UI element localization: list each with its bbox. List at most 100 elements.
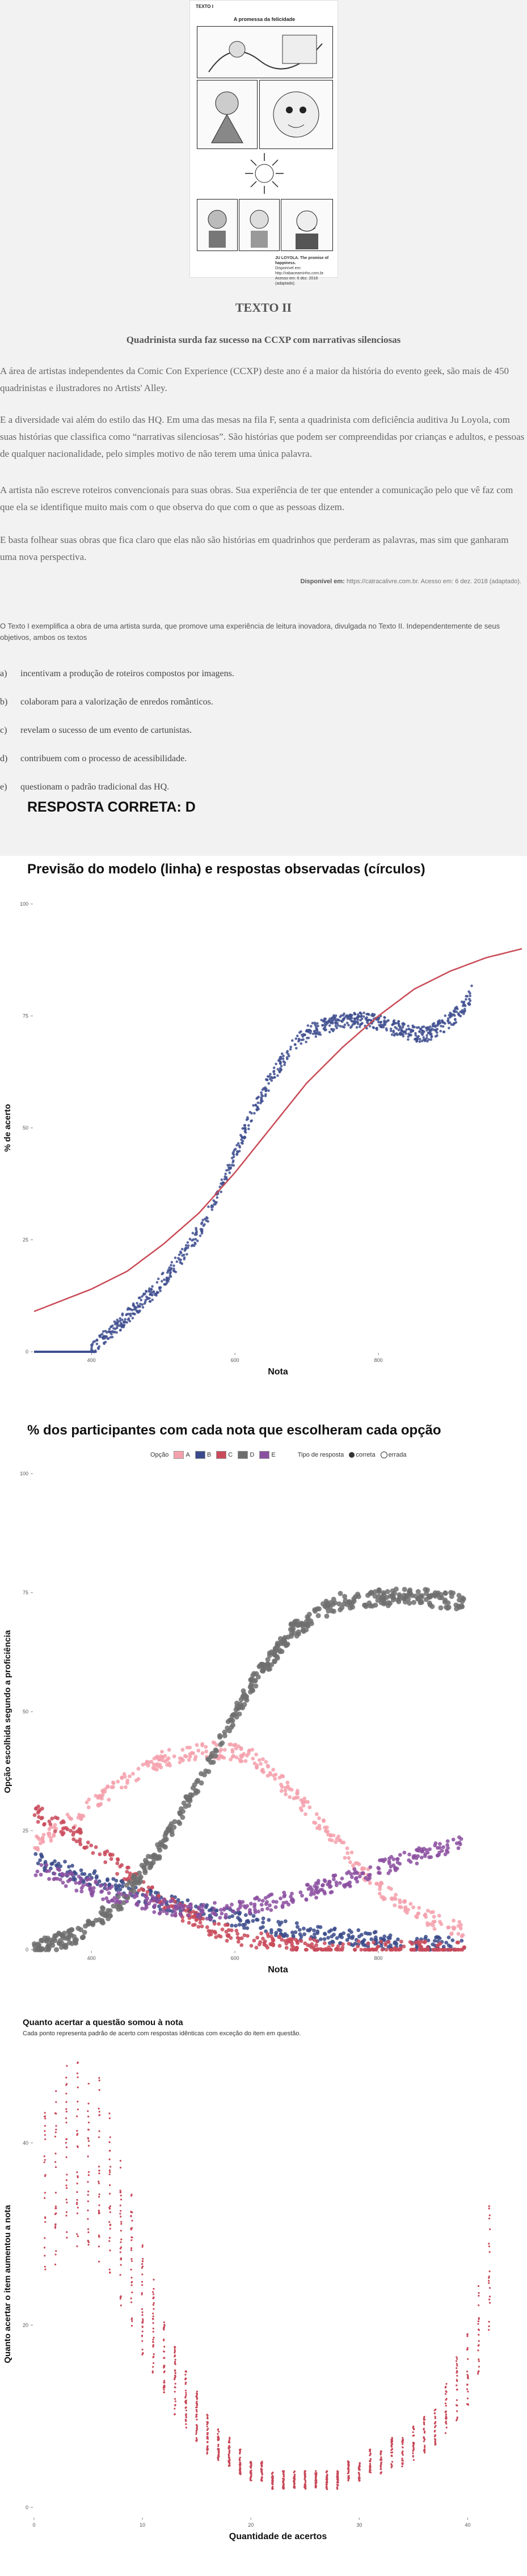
score-gain-point [466, 2384, 469, 2386]
observed-point [232, 1164, 235, 1167]
score-gain-point [412, 2459, 415, 2461]
option-a-point [398, 1898, 402, 1903]
option-e-point [347, 1870, 351, 1874]
option-e-point [281, 1900, 286, 1905]
comic-credit-source: Disponível em: http://rabaceaminho.com.b… [275, 266, 324, 286]
option-c-point [212, 1921, 217, 1926]
option-c-point [443, 1947, 448, 1952]
option-b-point [261, 1916, 265, 1921]
score-gain-point [433, 2409, 436, 2412]
observed-point [99, 1335, 102, 1339]
score-gain-point [77, 2176, 79, 2179]
observed-point [328, 1030, 331, 1034]
score-gain-point [380, 2472, 382, 2474]
option-e-point [423, 1854, 427, 1858]
option-c-point [398, 1946, 403, 1950]
chart-2-title: % dos participantes com cada nota que es… [27, 1423, 441, 1438]
option-e-point [195, 1913, 200, 1917]
score-gain-point [206, 2429, 208, 2431]
option-e[interactable]: e) questionam o padrão tradicional das HQ… [0, 782, 169, 792]
score-gain-point [488, 2320, 490, 2323]
option-d-point [222, 1729, 227, 1735]
option-b-point [363, 1943, 368, 1947]
option-e-point [264, 1902, 268, 1906]
legend-option-label: Opção [150, 1452, 169, 1458]
option-d-point [350, 1605, 355, 1610]
option-d-point [324, 1613, 330, 1619]
observed-point [405, 1028, 408, 1031]
option-a-point [426, 1908, 430, 1913]
option-c-point [201, 1916, 205, 1921]
option-b-point [293, 1930, 298, 1934]
option-c-point [440, 1947, 445, 1952]
option-e-point [132, 1895, 137, 1899]
option-e-point [407, 1852, 411, 1857]
option-text: incentivam a produção de roteiros compos… [20, 669, 234, 678]
observed-point [300, 1038, 303, 1042]
option-d-point [265, 1661, 271, 1667]
score-gain-point [456, 2399, 458, 2401]
observed-point [364, 1017, 367, 1020]
observed-point [407, 1028, 411, 1031]
option-e-point [407, 1858, 411, 1862]
score-gain-point [141, 2335, 144, 2337]
score-gain-point [239, 2459, 241, 2462]
option-e-point [437, 1853, 441, 1857]
observed-point [180, 1247, 184, 1251]
score-gain-point [142, 2257, 144, 2260]
score-gain-point [456, 2371, 458, 2374]
option-c-point [420, 1940, 424, 1944]
option-c-point [116, 1857, 120, 1861]
x-tick-label: 40 [465, 2522, 470, 2528]
option-d-point [59, 1941, 65, 1946]
option-b-point [158, 1907, 163, 1912]
score-gain-point [467, 2375, 469, 2378]
observed-point [275, 1062, 277, 1066]
option-d-point [131, 1873, 137, 1879]
observed-point [246, 1116, 249, 1119]
observed-point [315, 1032, 319, 1035]
option-e-point [77, 1874, 81, 1879]
observed-point [90, 1344, 94, 1347]
option-e-point [99, 1890, 103, 1894]
observed-point [205, 1219, 208, 1223]
option-d-point [382, 1600, 387, 1606]
observed-point [243, 1135, 246, 1139]
score-gain-point [412, 2445, 415, 2447]
score-gain-point [412, 2434, 414, 2437]
observed-point [237, 1142, 240, 1145]
score-gain-point [206, 2447, 209, 2449]
observed-point [422, 1025, 425, 1028]
score-gain-point [227, 2460, 230, 2463]
option-b-point [335, 1936, 339, 1940]
score-gain-point [358, 2474, 361, 2476]
option-b-point [237, 1923, 242, 1927]
option-c[interactable]: c) revelam o sucesso de um evento de cart… [0, 725, 192, 736]
y-tick-label: 20 [23, 2322, 28, 2328]
score-gain-point [55, 2125, 57, 2127]
option-b[interactable]: b) colaboram para a valorização de enredo… [0, 697, 213, 707]
score-gain-point [304, 2472, 306, 2475]
score-gain-point [369, 2460, 371, 2462]
score-gain-point [163, 2328, 165, 2331]
score-gain-point [303, 2485, 306, 2487]
score-gain-point [141, 2273, 144, 2276]
option-a[interactable]: a) incentivam a produção de roteiros comp… [0, 669, 234, 679]
score-gain-point [174, 2374, 176, 2376]
score-gain-point [76, 2245, 78, 2247]
option-e-point [304, 1897, 309, 1902]
option-c-point [421, 1947, 426, 1952]
observed-point [289, 1046, 292, 1049]
option-c-point [115, 1861, 120, 1865]
option-b-point [267, 1918, 271, 1922]
option-d[interactable]: d) contribuem com o processo de acessibil… [0, 754, 187, 764]
option-e-point [451, 1837, 456, 1841]
option-d-point [45, 1943, 51, 1949]
option-e-point [433, 1843, 437, 1848]
option-d-point [267, 1653, 272, 1658]
option-b-point [269, 1928, 273, 1932]
option-c-point [269, 1934, 273, 1938]
score-gain-point [423, 2450, 425, 2452]
observed-point [469, 992, 471, 995]
score-gain-point [314, 2484, 317, 2486]
